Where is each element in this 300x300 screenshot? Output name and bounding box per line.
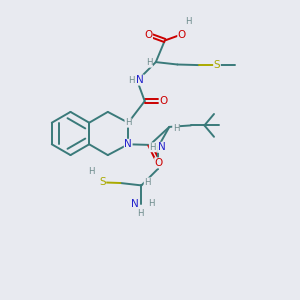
Text: S: S xyxy=(214,60,220,70)
Text: H: H xyxy=(149,143,156,152)
Text: H: H xyxy=(144,178,151,187)
Text: H: H xyxy=(137,209,143,218)
Text: O: O xyxy=(144,29,152,40)
Text: H: H xyxy=(125,118,131,127)
Text: H: H xyxy=(129,76,135,85)
Text: N: N xyxy=(158,142,165,152)
Text: O: O xyxy=(178,29,186,40)
Text: N: N xyxy=(124,139,132,149)
Text: O: O xyxy=(159,96,167,106)
Text: H: H xyxy=(88,167,94,176)
Text: H: H xyxy=(185,16,191,26)
Text: H: H xyxy=(148,200,154,208)
Text: H: H xyxy=(146,58,152,67)
Text: N: N xyxy=(136,75,144,85)
Text: H: H xyxy=(173,124,179,133)
Text: S: S xyxy=(99,177,106,188)
Text: N: N xyxy=(131,199,139,209)
Text: O: O xyxy=(155,158,163,168)
